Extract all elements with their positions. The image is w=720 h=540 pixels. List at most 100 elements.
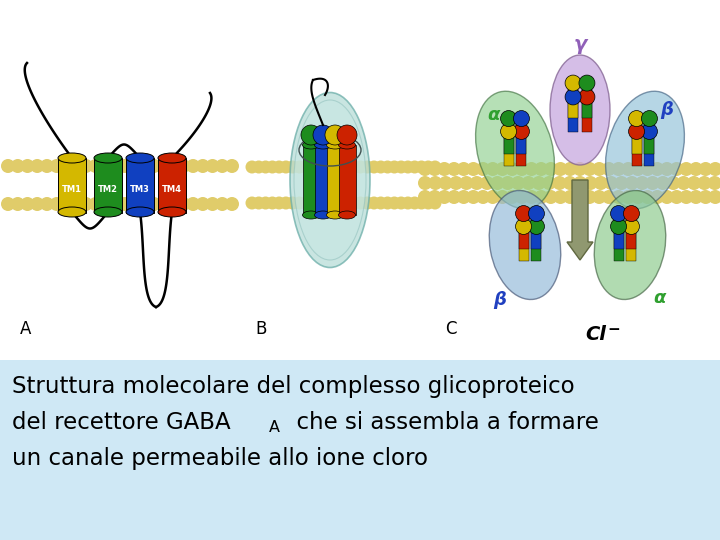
Circle shape — [528, 219, 544, 234]
Circle shape — [333, 197, 346, 210]
Ellipse shape — [476, 91, 554, 209]
Circle shape — [205, 159, 220, 173]
Circle shape — [660, 190, 674, 204]
Circle shape — [486, 162, 500, 176]
Text: α: α — [487, 106, 499, 124]
Circle shape — [320, 197, 333, 210]
Circle shape — [1, 197, 15, 211]
Bar — [516, 131, 526, 166]
Ellipse shape — [158, 207, 186, 217]
Ellipse shape — [58, 153, 86, 163]
Circle shape — [583, 176, 598, 190]
Circle shape — [449, 176, 463, 190]
Circle shape — [60, 159, 73, 173]
Ellipse shape — [550, 55, 610, 165]
Bar — [302, 145, 320, 215]
Bar — [531, 226, 541, 261]
Ellipse shape — [126, 153, 154, 163]
Circle shape — [374, 197, 387, 210]
Circle shape — [196, 197, 210, 211]
Circle shape — [313, 160, 326, 173]
Circle shape — [388, 197, 401, 210]
Circle shape — [313, 125, 333, 145]
Circle shape — [293, 197, 306, 210]
Circle shape — [679, 162, 693, 176]
Circle shape — [438, 176, 453, 190]
Circle shape — [266, 197, 279, 210]
Circle shape — [186, 197, 200, 211]
Bar — [582, 83, 592, 118]
Ellipse shape — [489, 191, 561, 300]
Circle shape — [689, 162, 703, 176]
Circle shape — [573, 162, 587, 176]
Circle shape — [565, 75, 581, 91]
Circle shape — [573, 176, 588, 190]
Circle shape — [456, 162, 471, 176]
Circle shape — [641, 190, 654, 204]
Circle shape — [401, 197, 415, 210]
Circle shape — [50, 197, 63, 211]
Circle shape — [532, 176, 546, 190]
Circle shape — [205, 197, 220, 211]
Circle shape — [79, 159, 93, 173]
Text: −: − — [607, 322, 620, 338]
Text: TM1: TM1 — [62, 186, 82, 194]
Ellipse shape — [338, 211, 356, 219]
Circle shape — [642, 111, 657, 126]
Ellipse shape — [302, 211, 320, 219]
Circle shape — [476, 162, 490, 176]
Text: TM2: TM2 — [98, 186, 118, 194]
Circle shape — [456, 190, 471, 204]
Circle shape — [698, 162, 713, 176]
Circle shape — [89, 159, 103, 173]
Circle shape — [266, 160, 279, 173]
Circle shape — [279, 197, 292, 210]
Text: α: α — [654, 289, 666, 307]
Circle shape — [437, 162, 451, 176]
Circle shape — [127, 159, 142, 173]
Circle shape — [573, 190, 587, 204]
FancyArrow shape — [567, 180, 593, 260]
Circle shape — [718, 162, 720, 176]
Circle shape — [660, 162, 674, 176]
Circle shape — [490, 176, 505, 190]
Circle shape — [677, 176, 690, 190]
Circle shape — [186, 159, 200, 173]
Circle shape — [708, 190, 720, 204]
Bar — [315, 145, 331, 215]
Circle shape — [388, 160, 401, 173]
Circle shape — [552, 176, 567, 190]
Circle shape — [418, 176, 432, 190]
Circle shape — [582, 162, 596, 176]
Circle shape — [354, 197, 367, 210]
Circle shape — [437, 190, 451, 204]
Bar — [531, 213, 541, 248]
Circle shape — [515, 190, 528, 204]
Ellipse shape — [302, 141, 320, 149]
Circle shape — [582, 190, 596, 204]
Circle shape — [563, 190, 577, 204]
Circle shape — [60, 197, 73, 211]
Circle shape — [516, 219, 531, 234]
Circle shape — [286, 160, 300, 173]
Circle shape — [708, 176, 720, 190]
Circle shape — [395, 197, 408, 210]
Circle shape — [354, 160, 367, 173]
Circle shape — [486, 190, 500, 204]
Circle shape — [500, 124, 516, 139]
Circle shape — [624, 219, 639, 234]
Circle shape — [666, 176, 680, 190]
Circle shape — [69, 197, 84, 211]
Circle shape — [307, 197, 320, 210]
Circle shape — [418, 162, 432, 176]
Circle shape — [563, 176, 577, 190]
Circle shape — [602, 190, 616, 204]
Circle shape — [631, 162, 645, 176]
Circle shape — [467, 190, 480, 204]
Circle shape — [374, 160, 387, 173]
Bar — [626, 226, 636, 261]
Circle shape — [635, 176, 649, 190]
Circle shape — [469, 176, 484, 190]
Bar — [518, 226, 528, 261]
Ellipse shape — [58, 207, 86, 217]
